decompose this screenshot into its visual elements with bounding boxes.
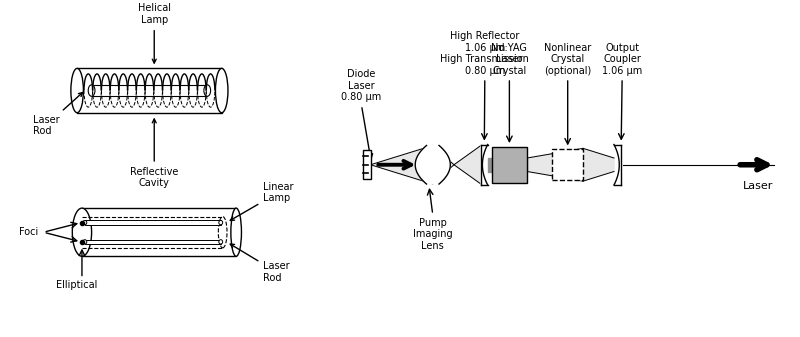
Text: Linear
Lamp: Linear Lamp [230,182,294,220]
Ellipse shape [72,208,91,256]
Polygon shape [614,145,621,185]
Bar [77,68,222,113]
Bar [491,147,527,183]
Ellipse shape [215,68,228,113]
Bar [82,208,236,256]
Polygon shape [488,158,527,172]
Ellipse shape [218,217,227,248]
Text: Nd:YAG
Laser
Crystal: Nd:YAG Laser Crystal [491,43,527,76]
Polygon shape [583,148,614,181]
Ellipse shape [231,208,242,256]
Polygon shape [527,148,583,181]
Polygon shape [415,146,450,184]
Ellipse shape [83,240,86,244]
Polygon shape [454,146,481,184]
Text: High Reflector
1.06 μm
High Transmission
0.80 μm: High Reflector 1.06 μm High Transmission… [440,31,530,76]
Bar [552,149,583,180]
Bar [85,220,221,225]
Ellipse shape [83,220,86,225]
Text: Laser: Laser [743,181,774,191]
Text: Output
Coupler
1.06 μm: Output Coupler 1.06 μm [602,43,642,76]
Text: Foci: Foci [19,227,38,237]
Text: Nonlinear
Crystal
(optional): Nonlinear Crystal (optional) [544,43,591,76]
Text: Laser
Rod: Laser Rod [230,244,290,283]
Text: Reflective
Cavity: Reflective Cavity [130,119,178,188]
Polygon shape [433,146,454,184]
Ellipse shape [204,85,210,96]
Ellipse shape [71,68,83,113]
Ellipse shape [219,240,222,244]
Text: Diode
Laser
0.80 μm: Diode Laser 0.80 μm [342,69,382,102]
Polygon shape [370,146,433,184]
Bar [85,240,221,244]
Polygon shape [481,145,488,185]
Text: Elliptical: Elliptical [57,280,98,290]
Bar [363,150,370,179]
Text: Pump
Imaging
Lens: Pump Imaging Lens [413,218,453,251]
Ellipse shape [219,220,222,225]
Bar [91,85,207,96]
Text: Laser
Rod: Laser Rod [33,92,82,136]
Text: Helical
Lamp: Helical Lamp [138,3,170,63]
Ellipse shape [88,85,95,96]
